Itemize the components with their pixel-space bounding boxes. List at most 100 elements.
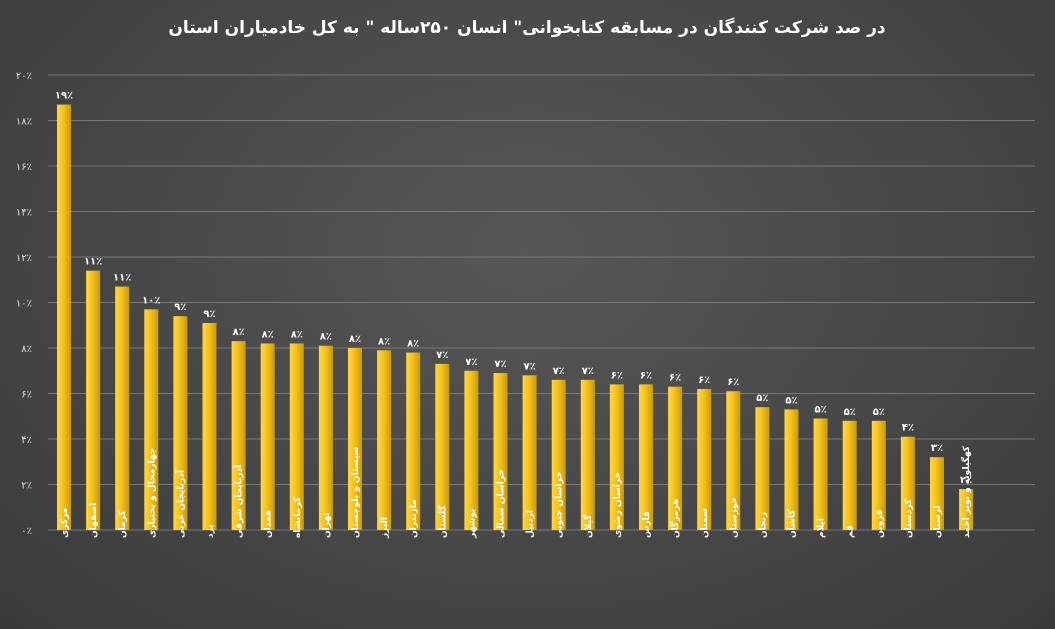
category-label: کرمانشاه (293, 496, 303, 538)
data-label: ۵٪ (785, 395, 797, 406)
data-label: ۷٪ (465, 357, 477, 368)
data-label: ۸٪ (291, 329, 303, 340)
category-label: آذربایجان غربی (174, 469, 186, 538)
y-tick-label: ۱۲٪ (16, 253, 32, 264)
y-tick-label: ۱۶٪ (16, 162, 32, 173)
bar (289, 343, 304, 530)
bar (755, 407, 770, 530)
category-label: چهارمحال و بختیاری (147, 448, 157, 538)
category-label: فارس (642, 511, 652, 538)
category-label: سمنان (700, 508, 710, 538)
data-label: ۷٪ (553, 366, 565, 377)
data-label: ۵٪ (756, 393, 768, 404)
y-tick-label: ۴٪ (21, 435, 32, 446)
y-tick-label: ۲۰٪ (16, 71, 32, 82)
category-label: خراسان رضوی (613, 472, 623, 538)
data-label: ۵٪ (873, 407, 885, 418)
y-tick-label: ۱۴٪ (16, 208, 32, 219)
bar (930, 457, 944, 530)
bar (959, 489, 974, 530)
data-label: ۱۹٪ (55, 91, 73, 102)
y-tick-label: ۰٪ (21, 526, 32, 537)
data-labels: ۱۹٪ ۱۱٪ ۱۱٪ ۱۰٪ ۹٪ ۹٪ ۸٪ ۸٪ ۸٪ ۸٪ ۸٪ ۸٪ ۸٪ ۷٪ ۷٪ ۷٪ ۷٪ ۷٪… (55, 91, 972, 486)
category-label: خراسان شمالی (497, 469, 507, 538)
chart-title: در صد شرکت کنندگان در مسابقه کتابخوانی" … (168, 17, 886, 38)
data-label: ۱۰٪ (142, 295, 160, 306)
data-label: ۶٪ (640, 370, 652, 381)
data-label: ۷٪ (436, 350, 448, 361)
category-label: قم (846, 525, 856, 538)
data-label: ۶٪ (727, 377, 739, 388)
data-label: ۸٪ (378, 336, 390, 347)
data-label: ۶٪ (698, 375, 710, 386)
y-tick-label: ۸٪ (21, 344, 32, 355)
data-label: ۶٪ (611, 370, 623, 381)
bar (697, 388, 712, 530)
data-label: ۷٪ (582, 366, 594, 377)
category-label: قزوین (875, 509, 885, 538)
category-label: مرکزی (60, 508, 70, 538)
bar (813, 418, 828, 530)
bar (377, 350, 392, 530)
bar (260, 343, 275, 530)
data-label: ۱۱٪ (113, 273, 131, 284)
bar (639, 384, 653, 530)
bar (522, 375, 537, 530)
data-label: ۸٪ (407, 339, 419, 350)
data-label: ۸٪ (320, 332, 332, 343)
category-label: آذربایجان شرقی (233, 464, 245, 538)
bar (580, 379, 595, 530)
category-label: کرمان (118, 510, 128, 538)
category-label: همدان (264, 510, 274, 538)
bar (318, 345, 333, 530)
category-label: یزد (206, 524, 216, 538)
y-tick-label: ۶٪ (21, 390, 32, 401)
data-label: ۷٪ (523, 361, 535, 372)
category-label: کردستان (904, 498, 914, 538)
bar (231, 341, 246, 530)
bar (115, 286, 130, 530)
bar (609, 384, 624, 530)
y-tick-label: ۱۸٪ (16, 117, 32, 128)
category-label: خراسان جنوبی (555, 471, 565, 538)
category-label: اردبیل (526, 510, 536, 538)
data-label: ۳٪ (931, 443, 943, 454)
bar (871, 420, 886, 530)
bar (551, 379, 566, 530)
category-label: کاشان (788, 509, 798, 538)
category-label: اصفهان (89, 503, 99, 538)
bar (668, 386, 683, 530)
category-label: خوزستان (729, 497, 739, 538)
category-label: لرستان (933, 505, 943, 538)
data-label: ۸٪ (349, 334, 361, 345)
bar (86, 270, 101, 530)
category-label: زنجان (758, 512, 768, 538)
data-label: ۲٪ (960, 475, 972, 486)
category-label: تهران (322, 512, 332, 538)
data-label: ۴٪ (902, 423, 914, 434)
category-label: هرمزگان (669, 499, 681, 538)
data-label: ۵٪ (814, 405, 826, 416)
bar (784, 409, 799, 530)
bar (435, 363, 450, 530)
bars (57, 104, 974, 530)
data-label: ۶٪ (669, 373, 681, 384)
gridlines (48, 74, 1035, 531)
category-label: بوشهر (467, 509, 477, 539)
category-label: سیستان و بلوچستان (351, 446, 361, 538)
bar (464, 370, 479, 530)
bar (842, 420, 857, 530)
category-label: گیلان (582, 514, 594, 538)
category-label: کهگیلویه و بویر احمد (960, 445, 972, 538)
bar (348, 348, 362, 530)
data-label: ۵٪ (844, 407, 856, 418)
data-label: ۷٪ (494, 359, 506, 370)
data-label: ۱۱٪ (84, 257, 102, 268)
category-label: مازندران (409, 499, 419, 538)
bar (57, 104, 71, 530)
data-label: ۹٪ (203, 309, 215, 320)
data-label: ۹٪ (174, 302, 186, 313)
y-tick-label: ۱۰٪ (16, 299, 32, 310)
bar (173, 316, 188, 530)
